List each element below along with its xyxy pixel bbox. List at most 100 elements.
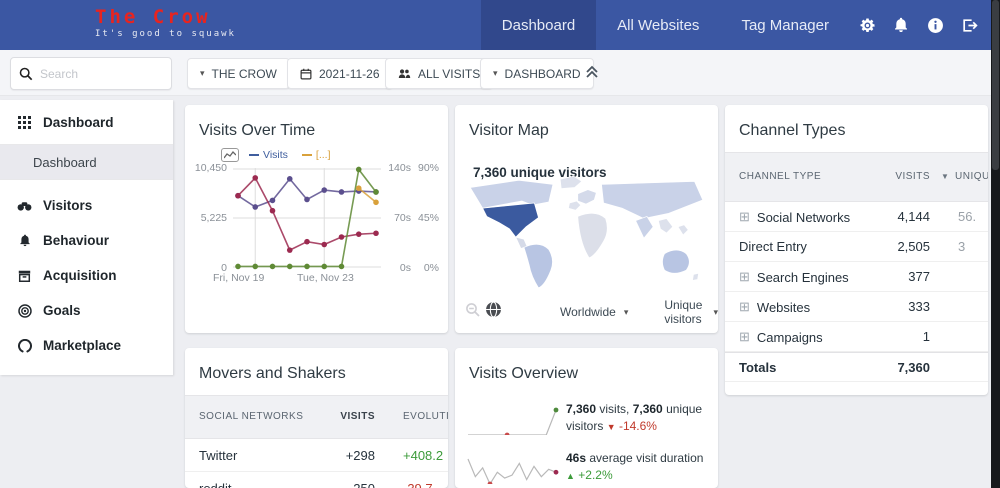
card-title: Visits Over Time — [199, 122, 316, 139]
legend-dash — [249, 154, 259, 156]
y-axis-tick-percent: 45% — [417, 212, 439, 224]
metric-text: unique visitors — [566, 402, 703, 434]
site-selector-button[interactable]: ▾ THE CROW — [187, 58, 290, 89]
sidebar-item-label: Behaviour — [43, 233, 110, 248]
visitor-map-card: Visitor Map 7,360 unique visitors Wo — [455, 105, 718, 333]
legend-visits[interactable]: Visits — [249, 149, 288, 161]
page-scrollbar[interactable] — [991, 0, 1000, 488]
column-header-visits[interactable]: Visits — [340, 411, 375, 422]
y-axis-tick-percent: 90% — [417, 162, 439, 174]
search-input[interactable] — [40, 66, 155, 81]
site-selector-label: THE CROW — [211, 66, 277, 81]
sidebar-subitem-dashboard[interactable]: Dashboard — [0, 145, 173, 179]
map-metric-value: Unique visitors — [664, 298, 703, 326]
expand-row-icon[interactable]: ⊞ — [739, 329, 750, 344]
sidebar-item-dashboard[interactable]: Dashboard — [0, 100, 173, 144]
row-label: Direct Entry — [739, 239, 807, 254]
date-picker-button[interactable]: 2021-11-26 — [287, 58, 393, 89]
table-row: Direct Entry 2,505 3 — [725, 232, 988, 262]
visits-over-time-card: Visits Over Time Visits [...] 10,450 5,2… — [185, 105, 448, 333]
movers-and-shakers-card: Movers and Shakers Social Networks Visit… — [185, 348, 448, 488]
archive-box-icon — [16, 270, 33, 282]
nav-tab-tag-manager[interactable]: Tag Manager — [741, 16, 829, 34]
y-axis-tick-duration: 0s — [399, 262, 411, 274]
dashboard-grid-icon — [16, 115, 33, 129]
column-header-unique[interactable]: Unique — [955, 171, 988, 182]
divider — [0, 179, 173, 180]
evolution-value: +2.2% — [578, 468, 613, 483]
calendar-icon — [300, 68, 312, 79]
evolution-value: -14.6% — [618, 419, 657, 434]
row-label: reddit — [199, 481, 232, 488]
search-icon — [19, 67, 33, 80]
duration-sparkline[interactable] — [465, 450, 560, 484]
sidebar-item-behaviour[interactable]: Behaviour — [0, 223, 173, 258]
y-axis-tick-duration: 70s — [394, 212, 411, 224]
segment-selector-button[interactable]: ALL VISITS — [385, 58, 494, 89]
chart-image-export-icon[interactable] — [221, 148, 239, 162]
y-axis-tick: 5,225 — [200, 212, 227, 224]
scrollbar-thumb[interactable] — [992, 0, 999, 170]
alerts-bell-icon[interactable] — [884, 0, 918, 50]
map-globe-icon[interactable] — [485, 301, 502, 323]
legend-label: Visits — [263, 149, 288, 161]
map-region-select[interactable]: Worldwide ▾ — [560, 305, 628, 319]
row-visits: 4,144 — [897, 209, 930, 224]
chevron-down-icon: ▾ — [623, 306, 629, 317]
column-header-visits[interactable]: Visits — [895, 171, 930, 182]
row-label[interactable]: Search Engines — [756, 269, 849, 285]
column-header-evolution[interactable]: Evolution — [403, 411, 448, 422]
arrow-down-icon: ▼ — [606, 422, 616, 433]
collapse-toolbar-icon[interactable] — [585, 64, 599, 85]
sidebar-item-label: Goals — [43, 303, 81, 318]
site-logo[interactable]: The Crow It's good to squawk — [95, 6, 236, 39]
column-header-channel-type[interactable]: Channel Type — [739, 171, 822, 182]
settings-gear-icon[interactable] — [850, 0, 884, 50]
row-label[interactable]: Websites — [756, 299, 811, 315]
expand-row-icon[interactable]: ⊞ — [739, 209, 750, 224]
info-icon[interactable] — [918, 0, 952, 50]
unique-visitors-count: 7,360 — [632, 402, 663, 416]
nav-tab-all-websites[interactable]: All Websites — [617, 16, 700, 34]
sidebar-item-goals[interactable]: Goals — [0, 293, 173, 328]
legend-other-metric[interactable]: [...] — [301, 149, 331, 161]
row-visits: 333 — [908, 299, 930, 314]
column-header-social-networks[interactable]: Social Networks — [199, 411, 304, 422]
map-region-value: Worldwide — [560, 305, 616, 319]
visitors-group-icon — [398, 69, 411, 78]
search-box[interactable] — [10, 57, 172, 90]
caret-down-icon: ▾ — [493, 68, 498, 78]
row-visits: 2,505 — [897, 239, 930, 254]
visits-count: 7,360 — [566, 402, 597, 416]
row-label: Twitter — [199, 448, 238, 463]
visits-sparkline[interactable] — [465, 401, 560, 435]
row-visits: 377 — [908, 269, 930, 284]
sidebar-item-acquisition[interactable]: Acquisition — [0, 258, 173, 293]
row-label[interactable]: Social Networks — [756, 209, 851, 225]
sidebar-item-visitors[interactable]: Visitors — [0, 188, 173, 223]
divider — [0, 144, 173, 145]
map-zoom-out-icon[interactable] — [465, 302, 481, 323]
chevron-down-icon: ▾ — [713, 306, 718, 317]
row-evolution: +408.2 — [403, 448, 444, 463]
sort-descending-icon[interactable]: ▼ — [941, 172, 950, 181]
overview-metric-visits: 7,360 visits, 7,360 unique visitors ▼ -1… — [455, 395, 718, 444]
sidebar: Dashboard Dashboard Visitors Behaviour A… — [0, 100, 173, 375]
metric-text: visits, — [596, 402, 633, 416]
channel-types-card: Channel Types Channel Type Visits ▼ Uniq… — [725, 105, 988, 395]
map-metric-select[interactable]: Unique visitors ▾ — [664, 298, 718, 326]
row-label[interactable]: Campaigns — [756, 329, 823, 345]
world-map[interactable] — [461, 171, 711, 295]
sidebar-item-label: Dashboard — [43, 114, 114, 130]
arrow-up-icon: ▲ — [566, 471, 575, 482]
y-axis-tick: 10,450 — [194, 162, 227, 174]
sidebar-item-label: Acquisition — [43, 268, 117, 283]
dashboard-selector-button[interactable]: ▾ DASHBOARD — [480, 58, 594, 89]
avg-duration: 46s — [566, 450, 587, 465]
row-visits: -250 — [305, 481, 375, 488]
nav-tab-dashboard[interactable]: Dashboard — [480, 0, 597, 50]
expand-row-icon[interactable]: ⊞ — [739, 269, 750, 284]
logout-icon[interactable] — [952, 0, 986, 50]
expand-row-icon[interactable]: ⊞ — [739, 299, 750, 314]
sidebar-item-marketplace[interactable]: Marketplace — [0, 328, 173, 363]
